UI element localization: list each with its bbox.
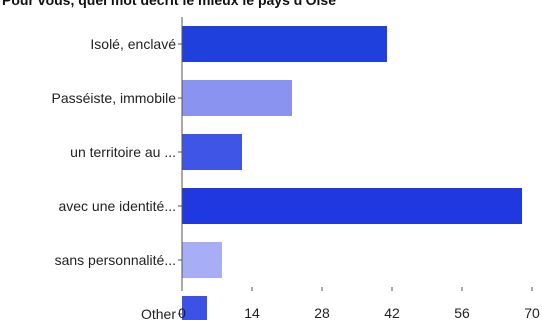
- bar-isole-enclave: [182, 26, 387, 62]
- x-tick-label: 14: [244, 305, 260, 320]
- bar-sans-personnalite: [182, 242, 222, 278]
- bar-un-territoire-au: [182, 134, 242, 170]
- x-tick-label: 70: [524, 305, 540, 320]
- x-tick-label: 0: [178, 305, 186, 320]
- bar-other: [182, 296, 207, 320]
- category-label: sans personnalité...: [55, 252, 176, 268]
- bars-group: [182, 26, 522, 320]
- category-label: un territoire au ...: [70, 144, 176, 160]
- category-label: Isolé, enclavé: [90, 36, 176, 52]
- chart-title: Pour vous, quel mot décrit le mieux le p…: [2, 0, 336, 8]
- x-tick-label: 28: [314, 305, 330, 320]
- category-label: Passéiste, immobile: [52, 90, 177, 106]
- bar-passeiste-immobile: [182, 80, 292, 116]
- bar-avec-une-identite: [182, 188, 522, 224]
- x-tick-label: 56: [454, 305, 470, 320]
- x-tick-label: 42: [384, 305, 400, 320]
- category-labels: Isolé, enclavé Passéiste, immobile un terr…: [52, 36, 182, 320]
- category-label: Other: [141, 306, 176, 320]
- x-axis: 0 14 28 42 56 70: [178, 287, 540, 320]
- category-label: avec une identité...: [58, 198, 176, 214]
